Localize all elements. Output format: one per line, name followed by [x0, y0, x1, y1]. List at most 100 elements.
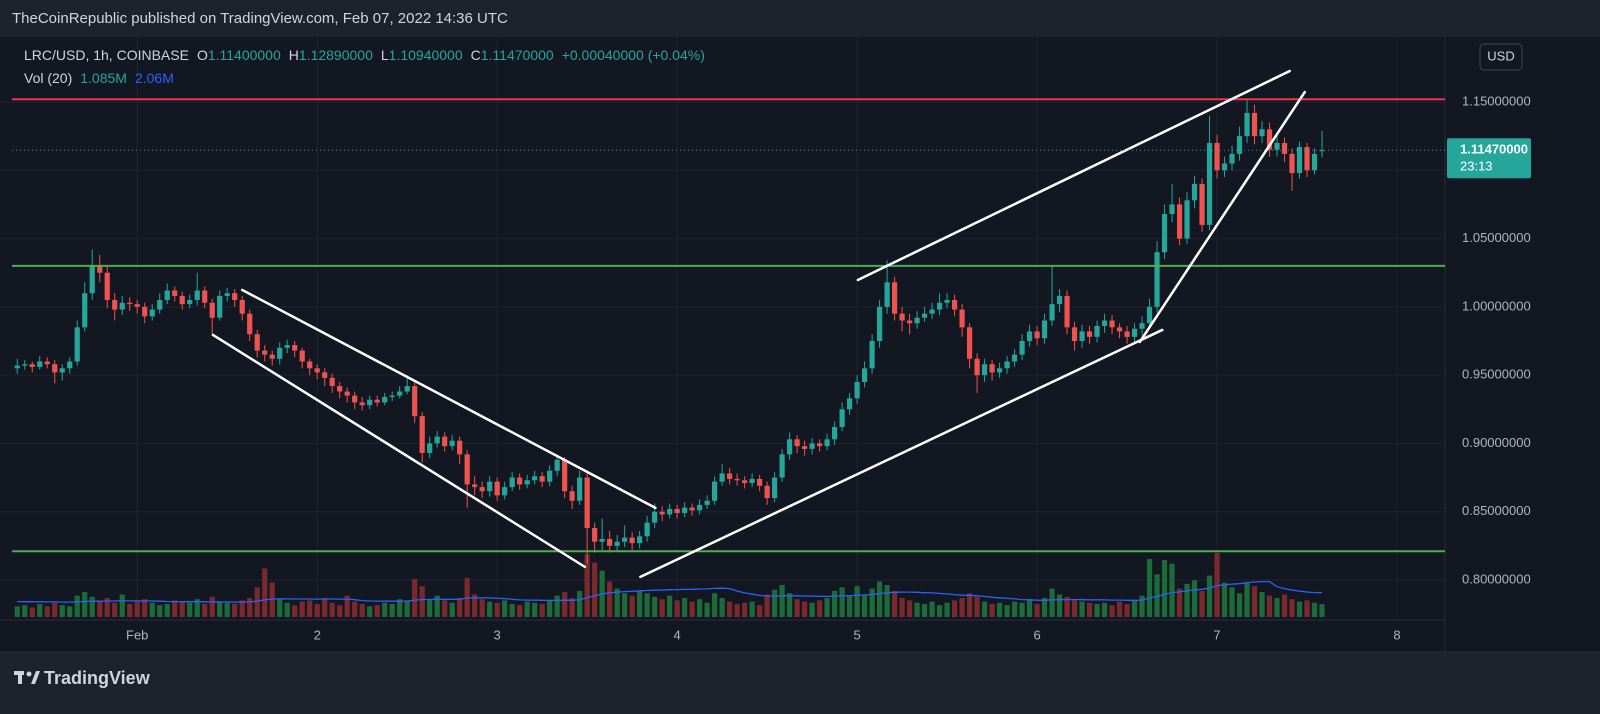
candle-body — [944, 300, 950, 303]
candle-body — [1229, 153, 1235, 164]
volume-bar — [367, 606, 373, 617]
volume-bar — [906, 600, 913, 617]
candle-body — [389, 395, 395, 397]
ohlc-key: C — [470, 47, 481, 63]
volume-bar — [674, 600, 680, 617]
volume-bar — [1101, 602, 1108, 617]
ohlc-value: 1.10940000 — [388, 47, 463, 63]
axes: 0.80000000 0.85000000 0.90000000 0.95000000… — [126, 93, 1531, 642]
volume-bar — [502, 600, 508, 617]
y-tick-label: 1.00000000 — [1462, 298, 1531, 313]
currency-button[interactable] — [1479, 43, 1523, 71]
candle-body — [674, 508, 680, 514]
candle-body — [164, 290, 170, 301]
candle-body — [442, 436, 448, 447]
candle-body — [487, 481, 493, 492]
candle-body — [314, 368, 320, 373]
candle-body — [89, 265, 95, 294]
volume-bar — [104, 598, 110, 617]
logo-part — [18, 671, 22, 684]
volume-bar — [1146, 558, 1153, 617]
volume-bar — [352, 601, 358, 617]
candle-body — [727, 473, 733, 479]
candle-body — [824, 439, 830, 447]
volume-bar — [277, 599, 283, 617]
candle-body — [517, 477, 523, 485]
volume-bar — [29, 607, 35, 617]
volume-bar — [764, 594, 770, 617]
volume-bar — [224, 602, 230, 617]
volume-bar — [981, 601, 988, 617]
candle-body — [457, 440, 463, 455]
candle-body — [254, 334, 260, 351]
candle-body — [509, 477, 515, 488]
volume-bar — [697, 599, 703, 617]
candle-body — [989, 364, 995, 373]
volume-bar — [89, 596, 95, 617]
candle-body — [682, 507, 688, 514]
candle-body — [232, 293, 238, 301]
candle-body — [1056, 295, 1063, 305]
volume-bar — [179, 601, 185, 617]
candle-body — [764, 485, 770, 499]
volume-bar — [1056, 594, 1063, 617]
volume-bar — [524, 601, 530, 617]
volume-bar — [1086, 602, 1093, 617]
candle-body — [532, 476, 538, 481]
candle-body — [479, 487, 485, 492]
volume-bar — [1184, 583, 1190, 617]
volume-bar — [719, 598, 725, 617]
candle-body — [1161, 213, 1168, 253]
last-price-box — [1447, 138, 1531, 179]
volume-bar — [562, 592, 568, 617]
volume-bar — [1071, 600, 1078, 617]
candle-body — [1011, 354, 1018, 362]
candle-body — [802, 446, 808, 449]
volume-bar — [839, 587, 845, 617]
volume-bar — [921, 603, 928, 617]
candle-body — [1311, 153, 1318, 171]
y-tick-label: 0.80000000 — [1462, 571, 1531, 586]
candle-body — [22, 364, 28, 366]
volume-bar — [1221, 582, 1228, 617]
candle-body — [659, 511, 665, 515]
price-axis-background — [1445, 37, 1600, 652]
volume-bar — [404, 600, 410, 617]
volume-bar — [239, 600, 245, 617]
candle-body — [854, 381, 860, 399]
volume-label: Vol (20) — [24, 70, 73, 86]
volume-bar — [209, 596, 215, 617]
candle-body — [1071, 327, 1078, 341]
logo-part — [31, 671, 40, 684]
volume-ma-line — [17, 580, 1322, 603]
candle-body — [622, 537, 628, 542]
volume-bar — [479, 599, 485, 617]
volume-bar — [112, 602, 118, 617]
candle-body — [1199, 183, 1205, 225]
candle-body — [134, 304, 140, 307]
candle-body — [149, 309, 155, 317]
volume-bar — [172, 600, 178, 617]
candle-body — [14, 365, 20, 369]
volume-bar — [299, 601, 305, 617]
volume-bar — [119, 594, 125, 617]
volume-bar — [314, 603, 320, 617]
candle-body — [1131, 328, 1138, 337]
candle-body — [112, 300, 118, 310]
candle-body — [689, 507, 695, 511]
candle-body — [1221, 163, 1228, 171]
volume-bar — [1281, 594, 1288, 617]
drawings — [12, 69, 1445, 579]
volume-bar — [884, 585, 890, 617]
volume-bar — [1019, 602, 1025, 617]
candle-body — [1004, 361, 1010, 369]
volume-bar — [269, 582, 275, 617]
volume-bar — [22, 605, 28, 617]
logo — [14, 671, 40, 684]
volume-bar — [824, 598, 830, 617]
volume-bar — [14, 606, 20, 617]
volume-bar — [899, 598, 905, 617]
candle-body — [637, 536, 643, 544]
volume-bar — [329, 602, 335, 617]
candle-body — [329, 377, 335, 387]
